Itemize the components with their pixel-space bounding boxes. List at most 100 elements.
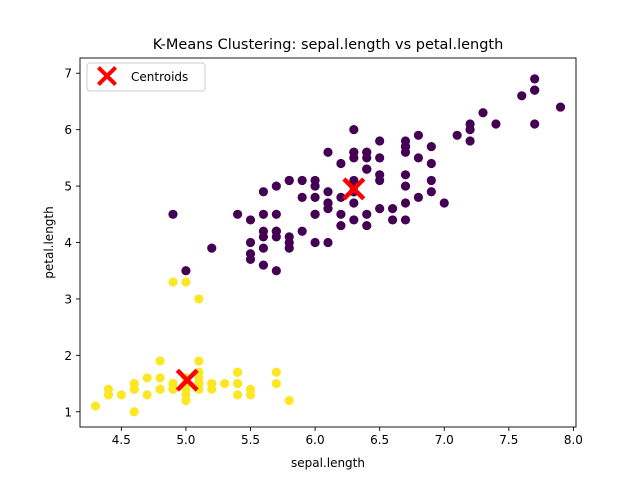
data-point-cluster-1 [207, 378, 217, 389]
data-point-cluster-0 [310, 237, 320, 248]
x-tick-label: 6.0 [306, 433, 325, 447]
data-point-cluster-0 [284, 237, 294, 248]
data-point-cluster-1 [155, 384, 165, 394]
data-point-cluster-0 [207, 243, 217, 253]
points-layer [90, 74, 566, 417]
data-point-cluster-0 [362, 164, 372, 174]
y-tick-label: 1 [64, 405, 72, 419]
data-point-cluster-0 [387, 204, 398, 214]
data-point-cluster-0 [310, 192, 320, 202]
data-point-cluster-0 [258, 209, 269, 219]
data-point-cluster-0 [413, 153, 424, 163]
data-point-cluster-0 [336, 192, 346, 202]
data-point-cluster-0 [245, 254, 256, 265]
y-tick-label: 6 [64, 123, 72, 137]
data-point-cluster-0 [426, 187, 436, 197]
y-axis: 1 2 3 4 5 6 7 [64, 67, 80, 419]
legend-marker-centroid-x-icon [97, 66, 117, 86]
data-point-cluster-0 [452, 130, 462, 140]
data-point-cluster-0 [258, 187, 269, 197]
data-point-cluster-1 [284, 395, 294, 406]
data-point-cluster-0 [271, 181, 281, 191]
x-tick-label: 5.5 [241, 433, 260, 447]
data-point-cluster-1 [220, 378, 230, 389]
data-point-cluster-0 [400, 141, 411, 152]
data-point-cluster-0 [413, 192, 424, 202]
data-point-cluster-0 [271, 209, 281, 219]
data-point-cluster-0 [258, 260, 269, 270]
data-point-cluster-0 [245, 215, 256, 225]
data-point-cluster-0 [349, 198, 359, 208]
data-point-cluster-0 [232, 209, 243, 219]
data-point-cluster-0 [375, 153, 385, 163]
y-tick-label: 5 [64, 180, 72, 194]
data-point-cluster-0 [258, 226, 269, 236]
data-point-cluster-0 [349, 153, 359, 163]
data-point-cluster-0 [517, 91, 527, 101]
data-point-cluster-0 [426, 175, 436, 186]
data-point-cluster-1 [194, 373, 204, 383]
legend-centroid-x-icon [97, 66, 117, 86]
data-point-cluster-1 [142, 373, 152, 383]
data-point-cluster-1 [168, 384, 178, 394]
data-point-cluster-0 [323, 237, 333, 248]
data-point-cluster-0 [284, 175, 294, 186]
data-point-cluster-0 [491, 119, 501, 129]
data-point-cluster-0 [400, 170, 411, 180]
data-point-cluster-0 [375, 136, 385, 146]
data-point-cluster-0 [400, 181, 411, 191]
data-point-cluster-0 [336, 209, 346, 219]
data-point-cluster-0 [426, 141, 436, 152]
x-tick-label: 4.5 [112, 433, 131, 447]
data-point-cluster-1 [155, 373, 165, 383]
centroids-layer [175, 177, 366, 392]
data-point-cluster-0 [336, 158, 346, 169]
data-point-cluster-1 [116, 390, 126, 400]
data-point-cluster-1 [271, 378, 281, 389]
data-point-cluster-0 [362, 220, 372, 231]
data-point-cluster-1 [129, 407, 139, 417]
y-tick-label: 7 [64, 67, 72, 81]
data-point-cluster-1 [155, 356, 165, 366]
x-axis: 4.5 5.0 5.5 6.0 6.5 7.0 7.5 8.0 [112, 427, 583, 447]
data-point-cluster-0 [349, 125, 359, 135]
data-point-cluster-0 [362, 153, 372, 163]
data-point-cluster-1 [168, 277, 178, 287]
data-point-cluster-1 [232, 367, 243, 377]
data-point-cluster-0 [439, 198, 449, 208]
data-point-cluster-1 [103, 390, 114, 400]
data-point-cluster-0 [400, 215, 411, 225]
data-point-cluster-1 [181, 277, 191, 287]
legend-box [86, 62, 206, 92]
data-point-cluster-1 [194, 356, 204, 366]
data-point-cluster-0 [168, 209, 178, 219]
data-point-cluster-0 [413, 130, 424, 140]
centroid-marker [342, 177, 366, 201]
data-point-cluster-0 [387, 215, 398, 225]
data-point-cluster-0 [375, 170, 385, 180]
data-point-cluster-0 [465, 136, 475, 146]
data-point-cluster-0 [530, 119, 540, 129]
y-axis-label: petal.length [42, 206, 56, 278]
data-point-cluster-0 [555, 102, 566, 112]
data-point-cluster-0 [336, 220, 346, 231]
data-point-cluster-1 [194, 294, 204, 304]
y-tick-label: 3 [64, 292, 72, 306]
data-point-cluster-0 [530, 85, 540, 95]
data-point-cluster-0 [530, 74, 540, 84]
data-point-cluster-1 [245, 390, 256, 400]
legend-label-centroids: Centroids [131, 70, 188, 84]
data-point-cluster-0 [258, 243, 269, 253]
data-point-cluster-0 [310, 209, 320, 219]
data-point-cluster-0 [349, 215, 359, 225]
x-axis-label: sepal.length [291, 456, 365, 470]
y-tick-label: 2 [64, 349, 72, 363]
data-point-cluster-0 [400, 198, 411, 208]
data-point-cluster-1 [90, 401, 101, 411]
data-point-cluster-0 [323, 204, 333, 214]
data-point-cluster-0 [362, 209, 372, 219]
data-point-cluster-1 [129, 384, 139, 394]
data-point-cluster-0 [323, 147, 333, 157]
